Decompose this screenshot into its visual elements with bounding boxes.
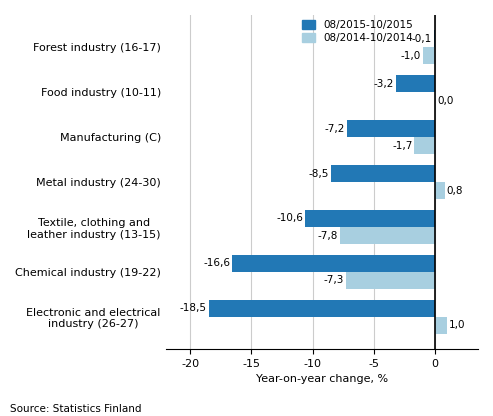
Text: 0,0: 0,0 [437,96,454,106]
Text: -1,7: -1,7 [392,141,413,151]
Bar [209,300,435,317]
Text: 0,8: 0,8 [447,186,463,196]
Bar [305,210,435,227]
Text: -7,2: -7,2 [325,124,345,134]
Text: -1,0: -1,0 [401,51,421,61]
Text: -7,8: -7,8 [317,230,338,240]
Text: -7,3: -7,3 [323,275,344,285]
Bar [435,317,447,334]
Text: -8,5: -8,5 [309,168,329,178]
Bar [232,255,435,272]
Text: -3,2: -3,2 [374,79,394,89]
Text: -10,6: -10,6 [277,213,304,223]
Bar [340,227,435,244]
Bar [414,137,435,154]
Legend: 08/2015-10/2015, 08/2014-10/2014: 08/2015-10/2015, 08/2014-10/2014 [302,20,413,43]
Text: 1,0: 1,0 [449,320,466,330]
Bar [347,120,435,137]
Bar [435,182,445,199]
Bar [346,272,435,289]
Text: -18,5: -18,5 [180,303,207,313]
Bar [423,47,435,64]
Text: Source: Statistics Finland: Source: Statistics Finland [10,404,141,414]
Text: -0,1: -0,1 [412,34,432,44]
X-axis label: Year-on-year change, %: Year-on-year change, % [256,374,388,384]
Bar [331,165,435,182]
Text: -16,6: -16,6 [203,258,230,268]
Bar [396,75,435,92]
Bar [434,30,435,47]
